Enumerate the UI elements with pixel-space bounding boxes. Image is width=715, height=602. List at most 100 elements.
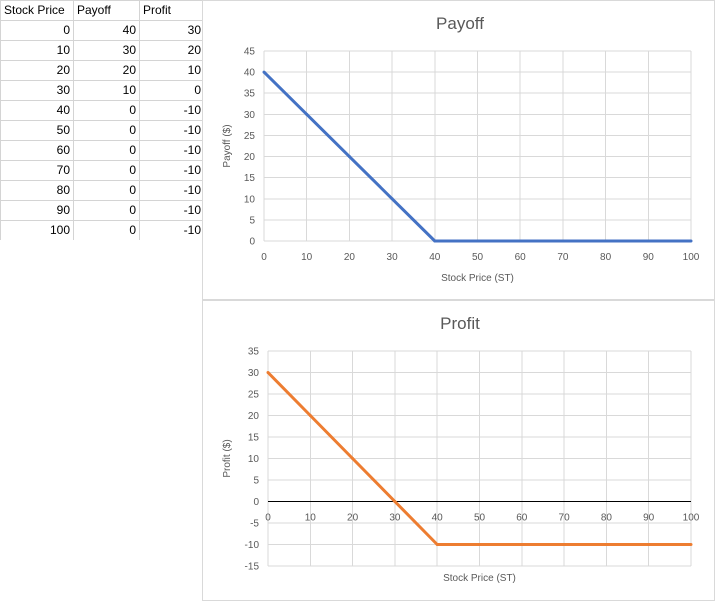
data-point (646, 239, 650, 243)
y-tick-label: 15 (248, 433, 260, 444)
payoff-cell[interactable]: 0 (73, 140, 140, 161)
x-tick-label: 80 (601, 513, 613, 524)
x-tick-label: 0 (265, 513, 271, 524)
data-point (308, 414, 312, 417)
profit-cell[interactable]: -10 (139, 160, 205, 181)
payoff-cell[interactable]: 30 (73, 40, 140, 61)
payoff-cell[interactable]: 0 (73, 220, 140, 240)
profit-chart-svg: Profit -15 -10 -5 0 5 10 15 20 25 30 35 0 10 20 30 40 50 6… (222, 314, 700, 584)
x-tick-label: 100 (683, 513, 700, 524)
y-axis-label: Payoff ($) (222, 124, 233, 167)
profit-cell[interactable]: 10 (139, 60, 205, 81)
y-tick-label: 0 (249, 237, 255, 248)
y-tick-label: 25 (248, 390, 260, 401)
payoff-cell[interactable]: 40 (73, 20, 140, 41)
profit-cell[interactable]: 0 (139, 80, 205, 101)
y-tick-label: 10 (244, 194, 256, 205)
x-tick-label: 10 (305, 513, 317, 524)
table-row: 90 0 -10 (0, 200, 205, 221)
y-tick-label: 20 (244, 152, 256, 163)
y-tick-label: -5 (250, 519, 259, 530)
profit-cell[interactable]: -10 (139, 180, 205, 201)
table-row: 70 0 -10 (0, 160, 205, 181)
data-point (478, 543, 481, 546)
x-tick-label: 30 (387, 252, 399, 263)
y-tick-label: 0 (253, 497, 259, 508)
profit-cell[interactable]: -10 (139, 100, 205, 121)
stock-price-cell[interactable]: 0 (0, 20, 74, 41)
stock-price-cell[interactable]: 20 (0, 60, 74, 81)
profit-cell[interactable]: -10 (139, 200, 205, 221)
data-point (647, 543, 651, 546)
stock-price-cell[interactable]: 60 (0, 140, 74, 161)
stock-price-cell[interactable]: 90 (0, 200, 74, 221)
payoff-cell[interactable]: 0 (73, 200, 140, 221)
x-tick-label: 60 (516, 513, 528, 524)
x-tick-label: 60 (515, 252, 527, 263)
y-tick-label: 35 (248, 347, 260, 358)
x-tick-label: 90 (643, 252, 655, 263)
x-tick-label: 20 (344, 252, 356, 263)
profit-cell[interactable]: -10 (139, 120, 205, 141)
y-tick-label: 5 (249, 215, 255, 226)
profit-cell[interactable]: 30 (139, 20, 205, 41)
profit-cell[interactable]: 20 (139, 40, 205, 61)
y-tick-label: -10 (245, 540, 260, 551)
y-tick-label: 5 (253, 476, 259, 487)
data-point (520, 543, 524, 546)
data-point (305, 112, 309, 116)
table-row: 60 0 -10 (0, 140, 205, 161)
y-tick-label: 45 (244, 47, 256, 58)
stock-price-cell[interactable]: 100 (0, 220, 74, 240)
stock-price-cell[interactable]: 80 (0, 180, 74, 201)
x-tick-label: 0 (261, 252, 267, 263)
x-tick-label: 10 (301, 252, 313, 263)
table-row: 40 0 -10 (0, 100, 205, 121)
x-tick-label: 40 (432, 513, 444, 524)
data-point (689, 543, 693, 546)
stock-price-cell[interactable]: 10 (0, 40, 74, 61)
table-row: 0 40 30 (0, 20, 205, 41)
data-point (393, 500, 397, 503)
stock-price-cell[interactable]: 70 (0, 160, 74, 181)
table-row: 100 0 -10 (0, 220, 205, 240)
x-tick-label: 20 (347, 513, 359, 524)
payoff-cell[interactable]: 0 (73, 160, 140, 181)
payoff-cell[interactable]: 10 (73, 80, 140, 101)
data-point (561, 239, 565, 243)
x-tick-label: 100 (683, 252, 700, 263)
y-tick-label: 40 (244, 68, 256, 79)
profit-chart[interactable]: Profit -15 -10 -5 0 5 10 15 20 25 30 35 0 10 20 30 40 50 6… (202, 300, 715, 601)
data-point (604, 239, 608, 243)
y-tick-label: -15 (245, 562, 260, 573)
payoff-cell[interactable]: 0 (73, 100, 140, 121)
payoff-chart[interactable]: Payoff 0 5 10 15 20 25 30 35 40 45 0 10 20 30 40 50 60 70 8… (202, 0, 715, 300)
payoff-cell[interactable]: 0 (73, 180, 140, 201)
y-tick-label: 10 (248, 454, 260, 465)
header-profit[interactable]: Profit (139, 0, 205, 21)
data-point (351, 457, 355, 460)
payoff-cell[interactable]: 0 (73, 120, 140, 141)
profit-cell[interactable]: -10 (139, 220, 205, 240)
stock-price-cell[interactable]: 40 (0, 100, 74, 121)
data-point (390, 197, 394, 201)
x-tick-label: 30 (389, 513, 401, 524)
y-tick-label: 35 (244, 89, 256, 100)
stock-price-cell[interactable]: 50 (0, 120, 74, 141)
header-payoff[interactable]: Payoff (73, 0, 140, 21)
y-tick-label: 15 (244, 173, 256, 184)
y-tick-label: 30 (244, 110, 256, 121)
x-tick-label: 50 (474, 513, 486, 524)
y-tick-label: 20 (248, 411, 260, 422)
chart-title: Profit (440, 314, 480, 333)
data-point (435, 543, 439, 546)
table-row: 80 0 -10 (0, 180, 205, 201)
payoff-cell[interactable]: 20 (73, 60, 140, 81)
stock-price-cell[interactable]: 30 (0, 80, 74, 101)
data-point (689, 239, 693, 243)
header-stock-price[interactable]: Stock Price (0, 0, 74, 21)
profit-cell[interactable]: -10 (139, 140, 205, 161)
spreadsheet-table: Stock Price Payoff Profit 0 40 30 10 30 20 20 2… (0, 0, 205, 240)
payoff-chart-svg: Payoff 0 5 10 15 20 25 30 35 40 45 0 10 20 30 40 50 60 70 8… (222, 14, 700, 284)
data-point (604, 543, 608, 546)
